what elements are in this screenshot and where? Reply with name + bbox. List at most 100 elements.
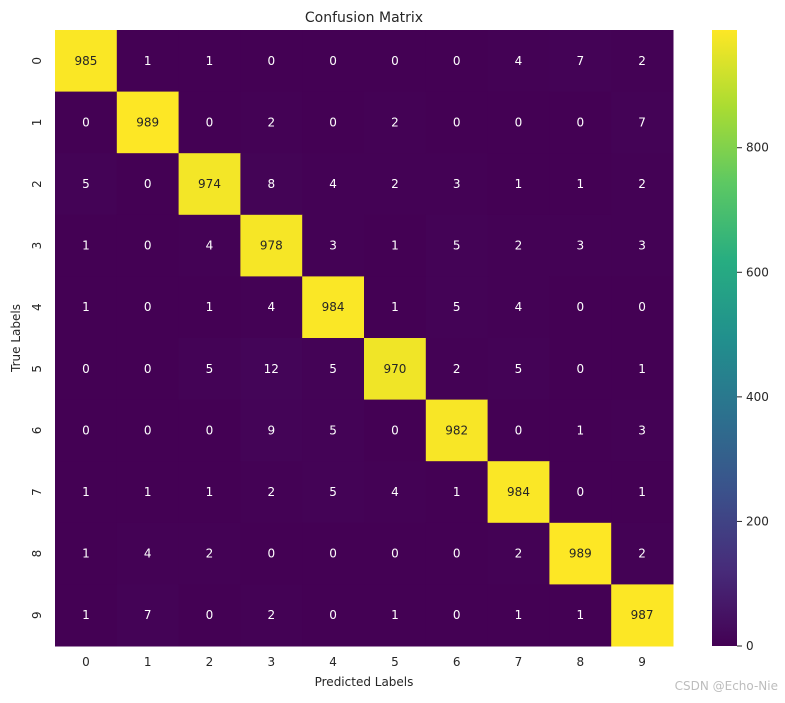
heatmap-cell (487, 30, 550, 93)
heatmap-cell (364, 338, 427, 401)
cell-value-label: 5 (329, 362, 337, 376)
x-tick-label: 8 (576, 655, 584, 669)
heatmap-cell (611, 276, 674, 339)
cell-value-label: 2 (391, 177, 399, 191)
cell-value-label: 1 (515, 608, 523, 622)
cell-value-label: 1 (82, 547, 90, 561)
cell-value-label: 0 (329, 547, 337, 561)
heatmap-cell (425, 584, 489, 647)
heatmap-cell (116, 91, 180, 154)
cell-value-label: 3 (329, 239, 337, 253)
cell-value-label: 7 (144, 608, 152, 622)
cell-value-label: 0 (576, 485, 584, 499)
heatmap-cell (302, 338, 365, 401)
heatmap-cell (302, 399, 365, 462)
cell-value-label: 1 (144, 485, 152, 499)
heatmap-cell (364, 214, 427, 277)
heatmap-cell (549, 91, 612, 154)
heatmap-cell (240, 153, 303, 216)
y-tick-label: 0 (30, 57, 44, 65)
heatmap-cell (302, 522, 365, 585)
cell-value-label: 4 (391, 485, 399, 499)
heatmap-cell (611, 30, 674, 93)
cell-value-label: 978 (260, 239, 283, 253)
cell-value-label: 989 (569, 547, 592, 561)
heatmap-cell (364, 153, 427, 216)
heatmap-cell (549, 153, 612, 216)
cell-value-label: 0 (576, 300, 584, 314)
heatmap-cell (240, 30, 303, 93)
cell-value-label: 1 (206, 485, 214, 499)
x-tick-label: 7 (515, 655, 523, 669)
cell-value-label: 0 (576, 362, 584, 376)
heatmap-cell (178, 153, 241, 216)
cell-value-label: 1 (206, 300, 214, 314)
cell-value-label: 0 (144, 362, 152, 376)
heatmap-cell (240, 584, 303, 647)
heatmap-cell (55, 338, 118, 401)
cell-value-label: 0 (391, 547, 399, 561)
x-tick-label: 9 (638, 655, 646, 669)
heatmap-cell (611, 399, 674, 462)
heatmap-cell (425, 153, 489, 216)
cell-value-label: 0 (206, 608, 214, 622)
heatmap-cells (55, 30, 674, 647)
cell-value-label: 0 (638, 300, 646, 314)
colorbar-tick-label: 200 (746, 514, 769, 528)
x-tick-label: 0 (82, 655, 90, 669)
heatmap-cell (178, 399, 241, 462)
heatmap-cell (487, 338, 550, 401)
cell-value-label: 5 (453, 239, 461, 253)
cell-value-label: 1 (391, 608, 399, 622)
heatmap-cell (611, 461, 674, 524)
cell-value-label: 970 (383, 362, 406, 376)
x-axis-label: Predicted Labels (315, 675, 414, 689)
heatmap-cell (302, 30, 365, 93)
cell-value-label: 0 (267, 54, 275, 68)
heatmap-cell (425, 338, 489, 401)
cell-value-label: 4 (144, 547, 152, 561)
cell-value-label: 1 (453, 485, 461, 499)
heatmap-cell (487, 214, 550, 277)
heatmap-cell (116, 399, 180, 462)
colorbar-tick-label: 400 (746, 390, 769, 404)
heatmap-cell (611, 91, 674, 154)
heatmap-cell (240, 214, 303, 277)
cell-value-label: 985 (74, 54, 97, 68)
cell-value-label: 4 (515, 300, 523, 314)
heatmap-cell (178, 214, 241, 277)
heatmap-cell (55, 522, 118, 585)
y-tick-label: 7 (30, 488, 44, 496)
heatmap-cell (302, 584, 365, 647)
cell-value-label: 0 (329, 54, 337, 68)
heatmap-cell (425, 399, 489, 462)
y-tick-label: 9 (30, 611, 44, 619)
y-tick-label: 4 (30, 303, 44, 311)
cell-value-label: 5 (206, 362, 214, 376)
cell-value-label: 2 (515, 547, 523, 561)
heatmap-cell (549, 338, 612, 401)
heatmap-cell (364, 91, 427, 154)
colorbar-ticks: 0 200 400 600 800 (737, 141, 769, 653)
cell-value-label: 974 (198, 177, 221, 191)
heatmap-cell (364, 30, 427, 93)
heatmap-cell (55, 399, 118, 462)
y-tick-label: 6 (30, 427, 44, 435)
cell-value-label: 0 (391, 54, 399, 68)
cell-value-label: 1 (82, 485, 90, 499)
heatmap-cell (116, 153, 180, 216)
cell-value-label: 1 (515, 177, 523, 191)
cell-value-label: 0 (144, 423, 152, 437)
heatmap-cell (302, 276, 365, 339)
cell-value-label: 1 (576, 423, 584, 437)
heatmap-cell (55, 30, 118, 93)
heatmap-cell (549, 30, 612, 93)
cell-value-label: 2 (515, 239, 523, 253)
heatmap-cell (425, 30, 489, 93)
cell-value-label: 8 (267, 177, 275, 191)
heatmap-cell (364, 399, 427, 462)
y-tick-labels: 0 1 2 3 4 5 6 7 8 9 (30, 57, 44, 619)
cell-value-label: 0 (515, 115, 523, 129)
heatmap-cell (240, 91, 303, 154)
colorbar-tick-label: 600 (746, 265, 769, 279)
